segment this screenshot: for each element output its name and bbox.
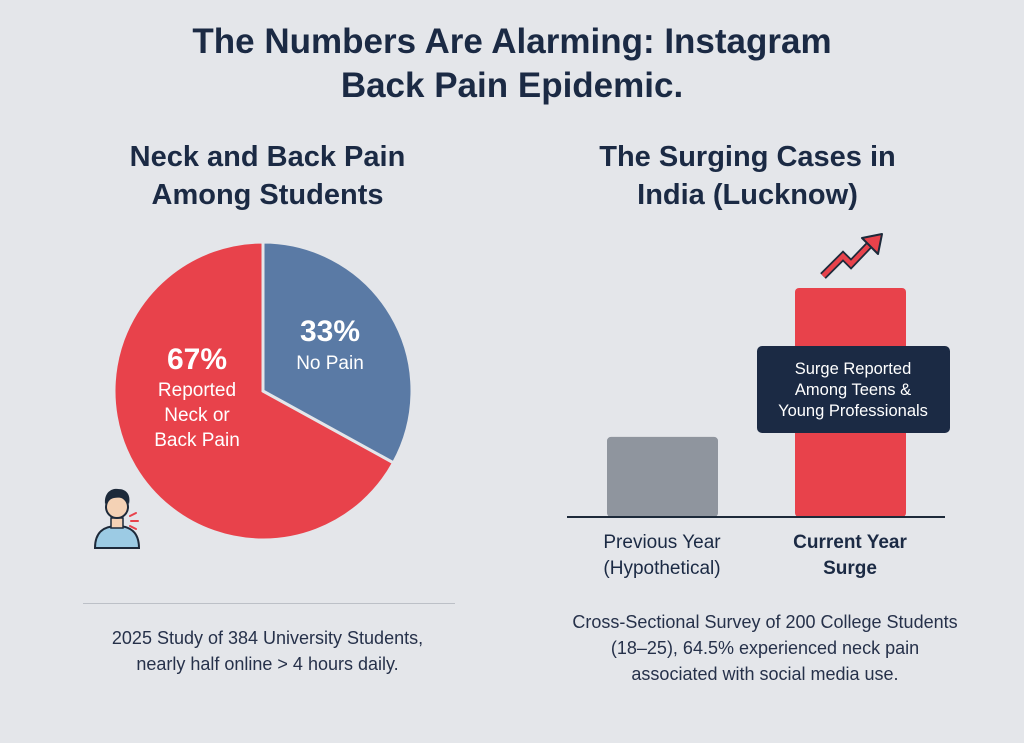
- bar-caption-line-3: associated with social media use.: [631, 664, 899, 684]
- bar-caption: Cross-Sectional Survey of 200 College St…: [515, 609, 1015, 687]
- pie-chart: 67% Reported Neck or Back Pain 33% No Pain: [112, 240, 414, 542]
- pie-slice-label: Back Pain: [154, 430, 240, 451]
- x-tick-label: Surge: [823, 558, 877, 579]
- annotation-box: [757, 346, 950, 433]
- pie-chart-title: Neck and Back Pain Among Students: [60, 138, 475, 214]
- page-title-line-2: Back Pain Epidemic.: [340, 66, 684, 105]
- pie-caption-line-2: nearly half online > 4 hours daily.: [136, 654, 399, 674]
- pie-slice-label: Neck or: [164, 405, 230, 426]
- annotation-text: Surge Reported: [795, 360, 912, 378]
- pie-title-line-2: Among Students: [151, 179, 384, 211]
- bar-caption-line-2: (18–25), 64.5% experienced neck pain: [610, 638, 920, 658]
- pie-percent-label: 33%: [300, 315, 360, 348]
- bar-chart: Previous Year (Hypothetical) Current Year S…: [567, 288, 950, 579]
- annotation-text: Young Professionals: [778, 402, 928, 420]
- pie-slice: [261, 240, 414, 465]
- bar-chart-title: The Surging Cases in India (Lucknow): [540, 138, 955, 214]
- bar-title-line-1: The Surging Cases in: [599, 141, 896, 173]
- section-divider: [83, 603, 455, 604]
- page-title-line-1: The Numbers Are Alarming: Instagram: [192, 22, 832, 61]
- pie-caption: 2025 Study of 384 University Students, n…: [60, 625, 475, 677]
- pie-slice-label: No Pain: [296, 353, 364, 374]
- trend-up-arrow-icon: [820, 233, 883, 279]
- x-tick-label: (Hypothetical): [603, 558, 720, 579]
- pie-caption-line-1: 2025 Study of 384 University Students,: [111, 628, 424, 648]
- pie-slice: [112, 240, 396, 542]
- bar: [607, 436, 718, 517]
- x-tick-label: Current Year: [793, 532, 907, 553]
- person-neck-pain-icon: [93, 488, 141, 549]
- bar-title-line-2: India (Lucknow): [637, 179, 858, 211]
- pie-title-line-1: Neck and Back Pain: [129, 141, 406, 173]
- x-tick-label: Previous Year: [603, 532, 721, 553]
- page-title: The Numbers Are Alarming: Instagram Back…: [0, 20, 1024, 108]
- pie-percent-label: 67%: [167, 343, 227, 376]
- bar-caption-line-1: Cross-Sectional Survey of 200 College St…: [572, 612, 958, 632]
- pie-slice-label: Reported: [158, 380, 236, 401]
- annotation-text: Among Teens &: [795, 381, 911, 399]
